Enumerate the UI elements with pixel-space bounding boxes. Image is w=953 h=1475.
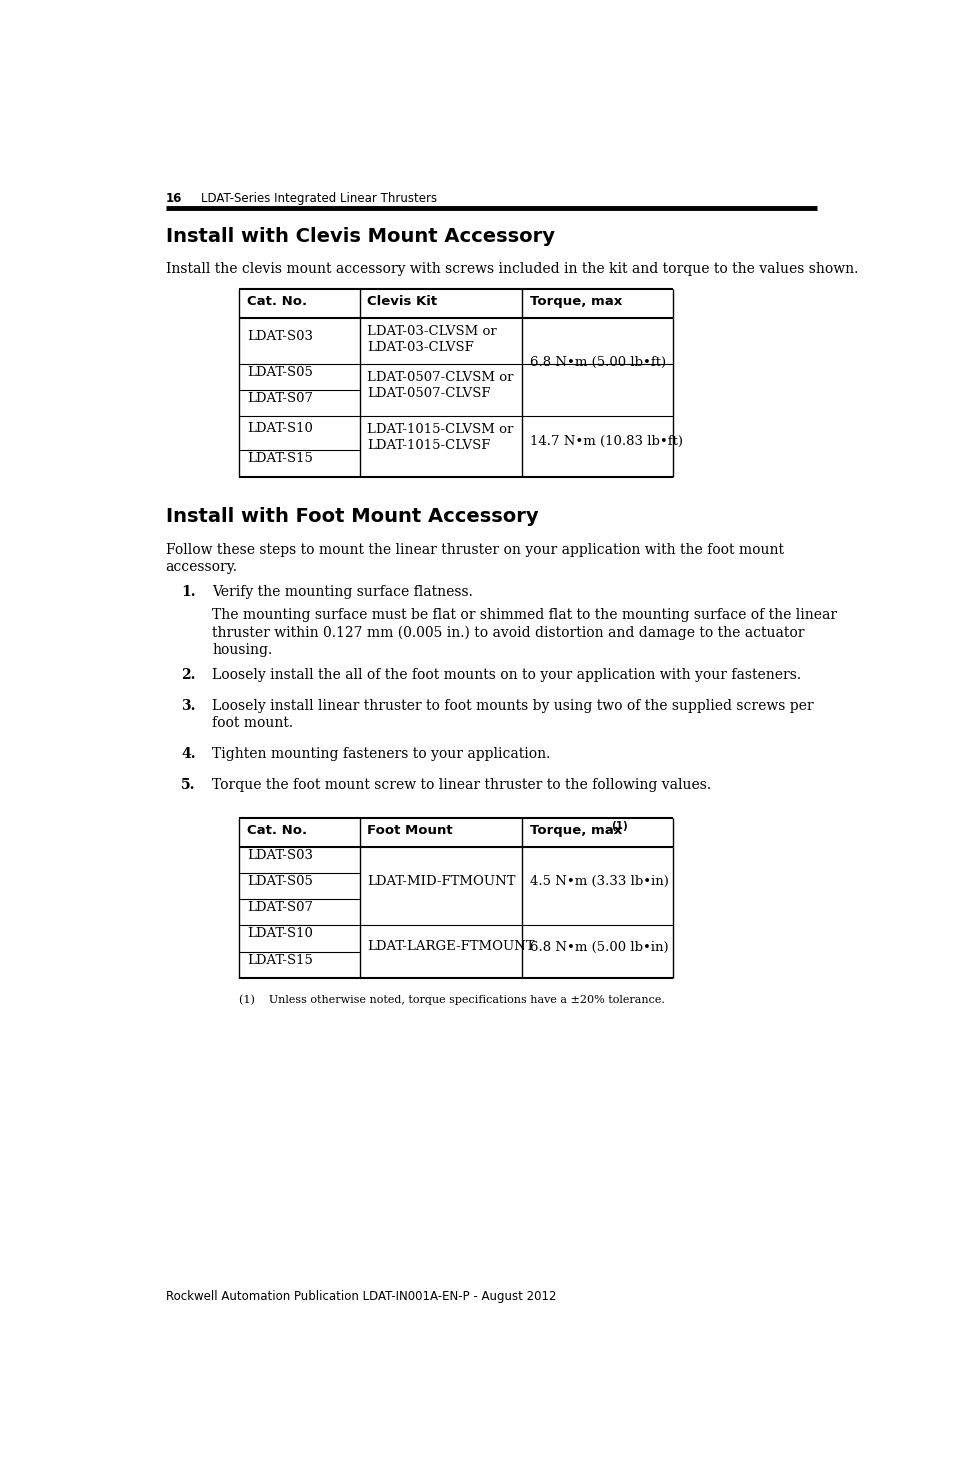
Text: Torque, max: Torque, max (530, 825, 621, 836)
Text: LDAT-S05: LDAT-S05 (247, 366, 313, 379)
Text: Install with Clevis Mount Accessory: Install with Clevis Mount Accessory (166, 227, 554, 246)
Text: Torque the foot mount screw to linear thruster to the following values.: Torque the foot mount screw to linear th… (212, 777, 711, 792)
Text: 4.: 4. (181, 746, 195, 761)
Text: LDAT-S03: LDAT-S03 (247, 330, 313, 342)
Text: Cat. No.: Cat. No. (247, 295, 307, 308)
Text: Install with Foot Mount Accessory: Install with Foot Mount Accessory (166, 507, 537, 527)
Text: LDAT-LARGE-FTMOUNT: LDAT-LARGE-FTMOUNT (367, 941, 535, 953)
Text: 2.: 2. (181, 668, 195, 683)
Text: Loosely install linear thruster to foot mounts by using two of the supplied scre: Loosely install linear thruster to foot … (212, 699, 813, 730)
Text: LDAT-S03: LDAT-S03 (247, 850, 313, 861)
Text: 1.: 1. (181, 586, 195, 599)
Text: 6.8 N•m (5.00 lb•in): 6.8 N•m (5.00 lb•in) (530, 941, 668, 953)
Text: 6.8 N•m (5.00 lb•ft): 6.8 N•m (5.00 lb•ft) (530, 355, 665, 369)
Text: Verify the mounting surface flatness.: Verify the mounting surface flatness. (212, 586, 473, 599)
Text: Torque, max: Torque, max (530, 295, 621, 308)
Text: Rockwell Automation Publication LDAT-IN001A-EN-P - August 2012: Rockwell Automation Publication LDAT-IN0… (166, 1289, 556, 1302)
Text: 14.7 N•m (10.83 lb•ft): 14.7 N•m (10.83 lb•ft) (530, 435, 682, 448)
Text: (1)    Unless otherwise noted, torque specifications have a ±20% tolerance.: (1) Unless otherwise noted, torque speci… (239, 994, 664, 1006)
Text: 4.5 N•m (3.33 lb•in): 4.5 N•m (3.33 lb•in) (530, 875, 668, 888)
Text: Cat. No.: Cat. No. (247, 825, 307, 836)
Text: LDAT-0507-CLVSM or
LDAT-0507-CLVSF: LDAT-0507-CLVSM or LDAT-0507-CLVSF (367, 372, 514, 400)
Text: LDAT-Series Integrated Linear Thrusters: LDAT-Series Integrated Linear Thrusters (200, 192, 436, 205)
Text: LDAT-S07: LDAT-S07 (247, 392, 313, 406)
Text: LDAT-S10: LDAT-S10 (247, 928, 313, 941)
Text: The mounting surface must be flat or shimmed flat to the mounting surface of the: The mounting surface must be flat or shi… (212, 608, 837, 658)
Text: 16: 16 (166, 192, 182, 205)
Text: 3.: 3. (181, 699, 195, 712)
Text: LDAT-MID-FTMOUNT: LDAT-MID-FTMOUNT (367, 875, 516, 888)
Text: Foot Mount: Foot Mount (367, 825, 453, 836)
Text: Tighten mounting fasteners to your application.: Tighten mounting fasteners to your appli… (212, 746, 550, 761)
Text: Follow these steps to mount the linear thruster on your application with the foo: Follow these steps to mount the linear t… (166, 543, 783, 574)
Text: LDAT-S15: LDAT-S15 (247, 453, 313, 465)
Text: Clevis Kit: Clevis Kit (367, 295, 436, 308)
Text: (1): (1) (611, 822, 627, 832)
Text: LDAT-S07: LDAT-S07 (247, 901, 313, 914)
Text: LDAT-1015-CLVSM or
LDAT-1015-CLVSF: LDAT-1015-CLVSM or LDAT-1015-CLVSF (367, 423, 513, 453)
Text: LDAT-S10: LDAT-S10 (247, 422, 313, 435)
Text: LDAT-S15: LDAT-S15 (247, 954, 313, 966)
Text: Install the clevis mount accessory with screws included in the kit and torque to: Install the clevis mount accessory with … (166, 261, 858, 276)
Text: Loosely install the all of the foot mounts on to your application with your fast: Loosely install the all of the foot moun… (212, 668, 801, 683)
Text: LDAT-S05: LDAT-S05 (247, 875, 313, 888)
Text: LDAT-03-CLVSM or
LDAT-03-CLVSF: LDAT-03-CLVSM or LDAT-03-CLVSF (367, 324, 497, 354)
Text: 5.: 5. (181, 777, 195, 792)
